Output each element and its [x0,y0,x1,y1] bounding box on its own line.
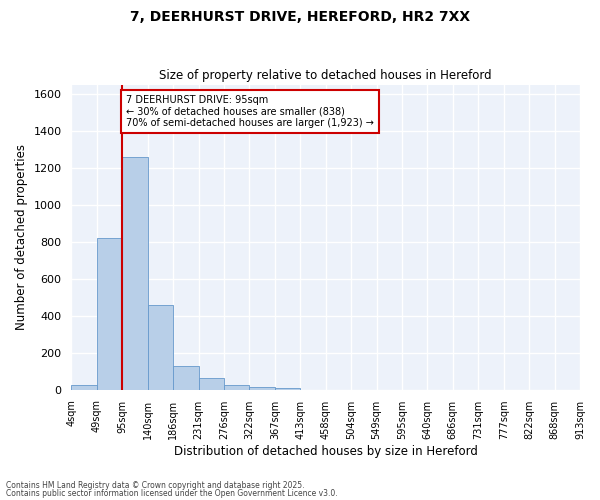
Y-axis label: Number of detached properties: Number of detached properties [15,144,28,330]
Bar [71,385,97,390]
Bar [173,366,199,390]
Bar [275,388,300,390]
Bar [199,378,224,390]
Title: Size of property relative to detached houses in Hereford: Size of property relative to detached ho… [160,69,492,82]
Text: 7, DEERHURST DRIVE, HEREFORD, HR2 7XX: 7, DEERHURST DRIVE, HEREFORD, HR2 7XX [130,10,470,24]
Bar [122,156,148,390]
Bar [97,238,122,390]
Bar [250,387,275,390]
Text: Contains HM Land Registry data © Crown copyright and database right 2025.: Contains HM Land Registry data © Crown c… [6,481,305,490]
Bar [148,304,173,390]
X-axis label: Distribution of detached houses by size in Hereford: Distribution of detached houses by size … [174,444,478,458]
Text: Contains public sector information licensed under the Open Government Licence v3: Contains public sector information licen… [6,488,338,498]
Bar [224,384,250,390]
Text: 7 DEERHURST DRIVE: 95sqm
← 30% of detached houses are smaller (838)
70% of semi-: 7 DEERHURST DRIVE: 95sqm ← 30% of detach… [126,94,374,128]
